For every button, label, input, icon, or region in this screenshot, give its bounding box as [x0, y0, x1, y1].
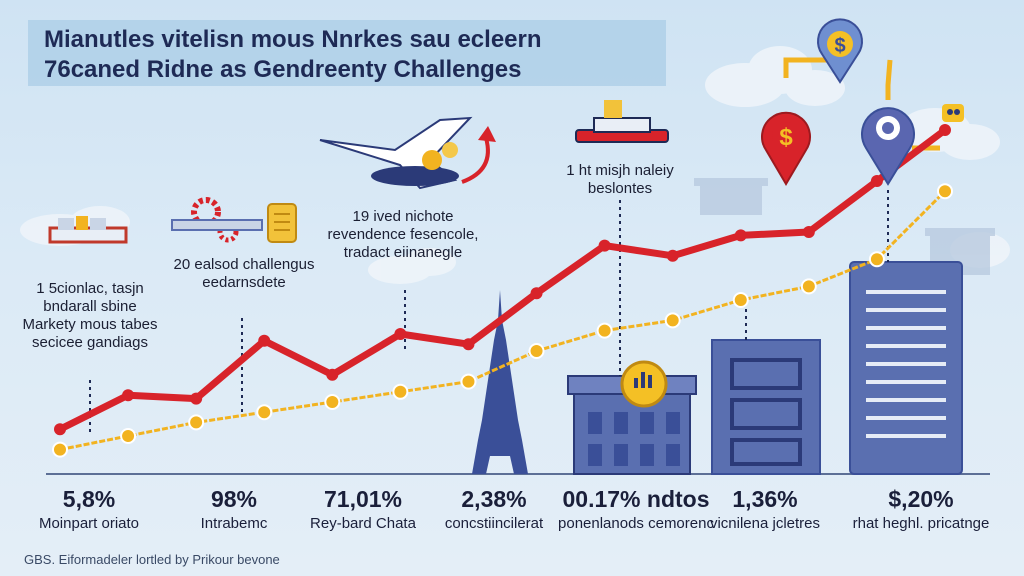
series-2-point: [664, 312, 681, 329]
gears-icon: [171, 197, 297, 243]
stat-4-value: 2,38%: [461, 486, 527, 512]
robot-icon: [942, 104, 964, 122]
stat-1-value: 5,8%: [62, 486, 116, 512]
series-2-point: [937, 183, 953, 200]
series-1-point: [939, 124, 951, 136]
airplane-icon: [319, 116, 473, 190]
annotation-2: 20 ealsod challengus eedarnsdete: [173, 256, 315, 291]
series-2-line: [59, 190, 947, 452]
pin-red-symbol: $: [779, 124, 793, 151]
stat-3-value: 71,01%: [323, 486, 402, 512]
series-1-line: [58, 127, 948, 433]
trend-arrow-icon: [461, 137, 490, 184]
series-1-point: [258, 334, 271, 347]
series-1-point: [190, 392, 203, 405]
chart-series-layer: [52, 124, 953, 458]
pin-blue-top-icon: $: [817, 18, 863, 84]
series-2-point: [800, 278, 817, 295]
series-1-point: [734, 229, 747, 242]
coin-chart-icon: [620, 360, 668, 408]
series-2-point: [392, 383, 409, 400]
series-1-point: [802, 226, 815, 238]
source-note: GBS. Eiformadeler lortled by Prikour bev…: [24, 552, 280, 567]
pin-red-icon: $: [761, 111, 811, 186]
stat-2: 98% Intrabemc: [164, 486, 304, 535]
title-banner: [28, 20, 666, 86]
series-1-point: [326, 368, 339, 381]
dashed-guides: [89, 190, 889, 434]
pin-blue-icon: [861, 107, 915, 186]
series-2-point: [256, 404, 273, 421]
stat-4-label: concstiincilerat: [444, 515, 544, 532]
annotation-1: 1 5cionlac, tasjn bndarall sbine Markety…: [22, 280, 158, 351]
series-1-point: [394, 328, 407, 340]
annotation-4: 1 ht misjh naleiy beslontes: [566, 162, 674, 197]
series-2-point: [188, 414, 205, 431]
stat-5: 00.17% ndtos ponenlanods cemorenc: [556, 486, 716, 535]
series-1-point: [598, 239, 611, 252]
series-2-point: [732, 292, 749, 308]
series-1-point: [530, 287, 543, 300]
stat-6-value: 1,36%: [732, 486, 798, 512]
stat-2-value: 98%: [210, 486, 258, 512]
stat-3: 71,01% Rey-bard Chata: [288, 486, 438, 535]
blocks-icon: [48, 216, 128, 244]
series-2-point: [460, 373, 477, 390]
stat-7-value: $,20%: [888, 486, 954, 512]
chart-subtitle: 76caned Ridne as Gendreenty Challenges: [44, 56, 522, 83]
series-2-point: [120, 428, 137, 444]
stat-3-label: Rey-bard Chata: [310, 515, 416, 532]
series-2-point: [596, 322, 613, 339]
series-2-point: [324, 394, 341, 410]
series-1-point: [870, 175, 883, 187]
stat-6-label: vicnilena jcletres: [709, 515, 821, 532]
stat-1-label: Moinpart oriato: [38, 515, 140, 532]
series-1-point: [54, 423, 66, 436]
podium-icon: [575, 100, 669, 143]
stat-5-label: ponenlanods cemorenc: [558, 515, 714, 532]
stat-7-label: rhat heghl. pricatnge: [852, 515, 990, 532]
pin-blue-top-symbol: $: [834, 35, 845, 57]
chart-title: Mianutles vitelisn mous Nnrkes sau eclee…: [44, 26, 542, 53]
tower-icon: [472, 290, 528, 474]
skyscraper-icon: [849, 261, 963, 475]
series-1-point: [666, 249, 679, 262]
series-1-point: [462, 338, 475, 351]
stat-1: 5,8% Moinpart oriato: [14, 486, 164, 535]
series-1-point: [122, 389, 135, 402]
stat-2-label: Intrabemc: [200, 515, 268, 532]
series-2-point: [52, 441, 68, 458]
stat-6: 1,36% vicnilena jcletres: [700, 486, 830, 535]
bank-building-icon: [567, 375, 697, 475]
stat-7: $,20% rhat heghl. pricatnge: [834, 486, 1008, 535]
stat-4: 2,38% concstiincilerat: [424, 486, 564, 535]
series-2-point: [868, 251, 885, 268]
stat-5-value: 00.17% ndtos: [562, 486, 710, 512]
series-2-point: [528, 343, 545, 359]
office-building-icon: [711, 339, 821, 475]
annotation-3: 19 ived nichote revendence fesencole, tr…: [327, 208, 479, 261]
arrowhead-icon: [478, 126, 496, 142]
